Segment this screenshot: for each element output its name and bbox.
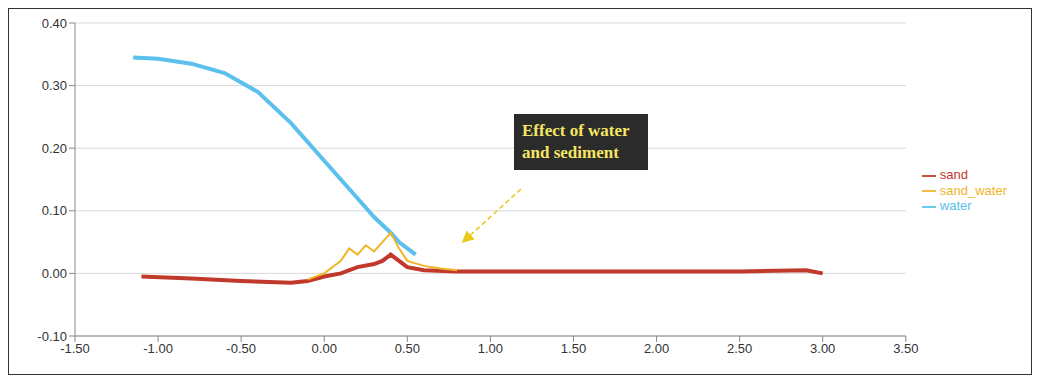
html-text:water: water [939, 198, 972, 214]
svg-text:0.10: 0.10 [42, 203, 67, 218]
svg-text:3.50: 3.50 [893, 341, 918, 356]
svg-text:2.50: 2.50 [727, 341, 752, 356]
svg-text:-0.50: -0.50 [226, 341, 256, 356]
svg-text:2.00: 2.00 [644, 341, 669, 356]
svg-text:0.20: 0.20 [42, 141, 67, 156]
svg-text:3.00: 3.00 [810, 341, 835, 356]
svg-text:0.50: 0.50 [395, 341, 420, 356]
svg-text:0.40: 0.40 [42, 16, 67, 31]
svg-text:-1.50: -1.50 [60, 341, 90, 357]
svg-text:0.30: 0.30 [42, 78, 67, 93]
html-text:sand_water: sand_water [939, 182, 1007, 198]
svg-text:0.00: 0.00 [42, 266, 67, 281]
html-text:sand: sand [939, 167, 968, 183]
svg-text:1.50: 1.50 [561, 341, 586, 356]
svg-text:0.00: 0.00 [312, 341, 337, 356]
svg-text:1.00: 1.00 [478, 341, 503, 356]
html-text:Effect of water and sediment: Effect of water and sediment [522, 121, 630, 162]
svg-text:-1.00: -1.00 [143, 341, 173, 356]
svg-text:-0.10: -0.10 [37, 329, 67, 344]
